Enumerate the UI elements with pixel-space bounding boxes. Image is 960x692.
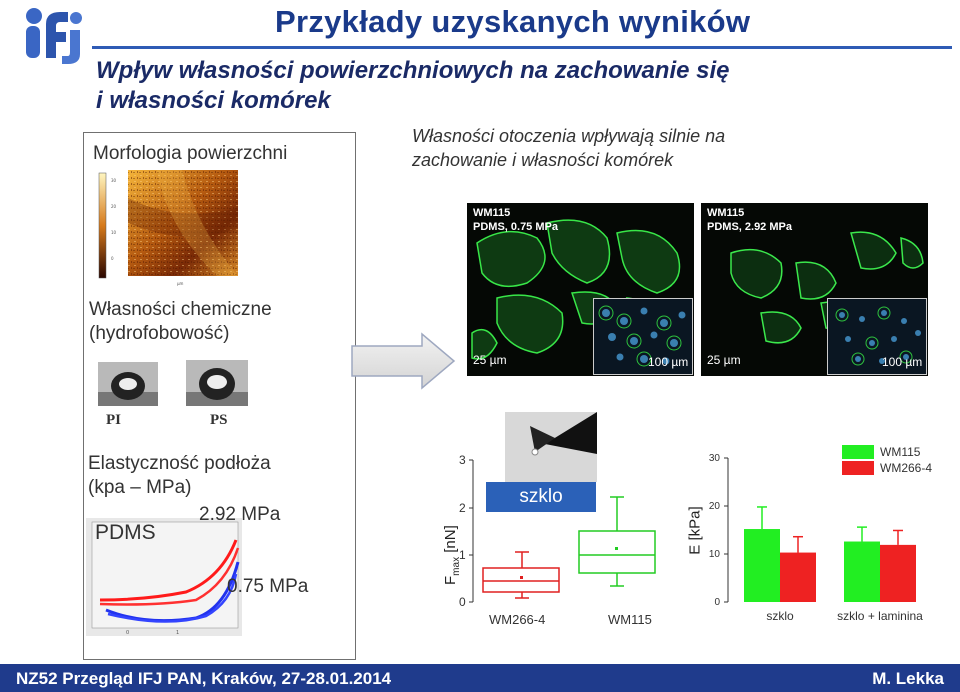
micrograph-stiff-inset: 100 µm bbox=[827, 298, 927, 375]
bar-wm115-0 bbox=[744, 529, 780, 602]
y-tick-label: 30 bbox=[709, 453, 721, 464]
force-curve-plot: 0 1 bbox=[86, 518, 242, 636]
boxplot-ytick-2: 2 bbox=[459, 501, 466, 515]
subtitle-line-2: i własności komórek bbox=[96, 87, 331, 114]
boxplot-ylabel-main: F bbox=[442, 575, 459, 585]
chemiczne-label: Własności chemiczne (hydrofobowość) bbox=[89, 298, 272, 346]
micrograph-stiff-inset-scale: 100 µm bbox=[882, 355, 923, 369]
svg-text:µm: µm bbox=[177, 281, 184, 286]
micrograph-soft-inset: 100 µm bbox=[593, 298, 693, 375]
svg-text:0: 0 bbox=[111, 256, 114, 261]
micrograph-soft: WM115 PDMS, 0.75 MPa 25 µm 100 µm bbox=[467, 203, 694, 376]
legend-item-wm115: WM115 bbox=[842, 444, 932, 460]
micrograph-soft-inset-scale: 100 µm bbox=[648, 355, 689, 369]
afm-image: 30 20 10 0 µm bbox=[97, 168, 242, 288]
y-tick-label: 10 bbox=[709, 549, 721, 560]
x-category-label: szklo + laminina bbox=[837, 609, 923, 623]
drop-pi-label: PI bbox=[106, 412, 121, 428]
chemiczne-line-1: Własności chemiczne bbox=[89, 299, 272, 320]
legend-swatch-wm266 bbox=[842, 461, 874, 475]
boxplot-ytick-1: 1 bbox=[459, 548, 466, 562]
micrograph-soft-scale: 25 µm bbox=[473, 353, 507, 367]
arrow-right-icon bbox=[351, 332, 456, 390]
micrograph-stiff: WM115 PDMS, 2.92 MPa 25 µm 100 µm bbox=[701, 203, 928, 376]
page-subtitle: Wpływ własności powierzchniowych na zach… bbox=[96, 56, 730, 116]
chemiczne-line-2: (hydrofobowość) bbox=[89, 323, 230, 344]
svg-text:10: 10 bbox=[111, 230, 117, 235]
svg-text:20: 20 bbox=[111, 204, 117, 209]
title-underline bbox=[92, 46, 952, 49]
morfologia-label: Morfologia powierzchni bbox=[93, 143, 288, 164]
svg-text:1: 1 bbox=[176, 630, 179, 636]
right-description-line-1: Własności otoczenia wpływają silnie na bbox=[412, 126, 726, 146]
bar-wm115-1 bbox=[844, 541, 880, 602]
boxplot-ylabel-unit: [nN] bbox=[442, 525, 459, 557]
y-tick-label: 20 bbox=[709, 501, 721, 512]
boxplot-ytick-3: 3 bbox=[459, 453, 466, 467]
subtitle-line-1: Wpływ własności powierzchniowych na zach… bbox=[96, 57, 730, 84]
page-title: Przykłady uzyskanych wyników bbox=[275, 4, 751, 39]
y-tick-label: 0 bbox=[714, 597, 720, 608]
right-description-line-2: zachowanie i własności komórek bbox=[412, 150, 674, 170]
bar-wm266-4-1 bbox=[880, 544, 916, 602]
droplet-ps-image bbox=[186, 360, 248, 406]
drop-ps-label: PS bbox=[210, 412, 228, 428]
legend-label-wm266: WM266-4 bbox=[880, 461, 933, 475]
x-category-label: szklo bbox=[766, 609, 794, 623]
droplet-pi-image bbox=[98, 362, 158, 406]
elastycznosc-line-2: (kpa – MPa) bbox=[88, 477, 192, 498]
afm-tip-image bbox=[505, 412, 597, 482]
value-high-label: 2.92 MPa bbox=[199, 504, 281, 525]
boxplot-ytick-0: 0 bbox=[459, 595, 466, 609]
legend-item-wm266: WM266-4 bbox=[842, 460, 932, 476]
footer-author: M. Lekka bbox=[872, 669, 944, 688]
micrograph-stiff-scale: 25 µm bbox=[707, 353, 741, 367]
micrograph-soft-caption: WM115 PDMS, 0.75 MPa bbox=[473, 207, 558, 233]
bar-wm266-4-0 bbox=[780, 552, 816, 602]
bar-chart-legend: WM115 WM266-4 bbox=[842, 444, 932, 476]
elastycznosc-line-1: Elastyczność podłoża bbox=[88, 453, 271, 474]
legend-label-wm115: WM115 bbox=[880, 445, 921, 459]
boxplot-xcat-wm266: WM266-4 bbox=[489, 612, 546, 627]
svg-text:0: 0 bbox=[126, 630, 129, 636]
boxplot-chart: szklo 3 2 1 0 WM266-4 WM115 Fmax [nN] bbox=[425, 412, 695, 635]
right-description: Własności otoczenia wpływają silnie na z… bbox=[412, 124, 725, 172]
micrograph-stiff-caption: WM115 PDMS, 2.92 MPa bbox=[707, 207, 792, 233]
boxplot-ylabel: Fmax [nN] bbox=[442, 475, 462, 585]
szklo-box-label: szklo bbox=[486, 482, 596, 512]
legend-swatch-wm115 bbox=[842, 445, 874, 459]
ifj-logo-icon bbox=[26, 8, 82, 64]
elastycznosc-label: Elastyczność podłoża (kpa – MPa) bbox=[88, 452, 271, 500]
boxplot-xcat-wm115: WM115 bbox=[608, 612, 652, 627]
bar-chart-ylabel: E [kPa] bbox=[686, 506, 704, 555]
bar-chart: 30 20 10 0 szklo szklo + laminina E [kPa] WM1… bbox=[680, 440, 950, 635]
boxplot-ylabel-sub: max bbox=[451, 556, 462, 576]
footer-bar: NZ52 Przegląd IFJ PAN, Kraków, 27-28.01.… bbox=[0, 664, 960, 692]
svg-text:30: 30 bbox=[111, 178, 117, 183]
pdms-label: PDMS bbox=[95, 521, 156, 544]
value-low-label: 0.75 MPa bbox=[227, 576, 309, 597]
footer-conference: NZ52 Przegląd IFJ PAN, Kraków, 27-28.01.… bbox=[16, 669, 392, 688]
